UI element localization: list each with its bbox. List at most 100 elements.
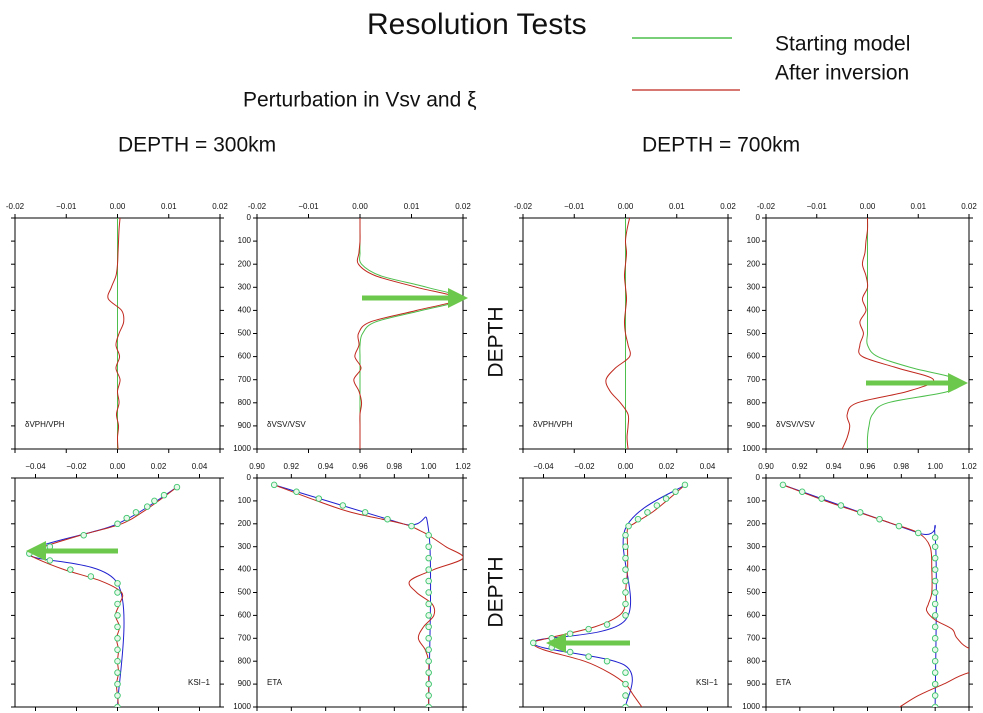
node-marker bbox=[895, 522, 903, 530]
node-marker bbox=[931, 566, 939, 573]
panel: −0.04 −0.02 0.00 0.02 0.04 KSI−1 bbox=[519, 462, 732, 711]
x-tick-label: −0.01 bbox=[807, 202, 828, 211]
node-marker bbox=[114, 657, 121, 665]
panel: 0.90 0.92 0.94 0.96 0.98 1.00 1.02 0 100 200 300 40… bbox=[742, 462, 977, 711]
node-marker bbox=[625, 522, 632, 530]
y-tick-label: 600 bbox=[238, 611, 252, 620]
x-tick-label: 0.01 bbox=[669, 202, 685, 211]
plot-area bbox=[353, 218, 463, 449]
node-marker bbox=[548, 635, 555, 642]
node-marker bbox=[425, 532, 432, 539]
node-marker bbox=[931, 577, 939, 585]
node-marker bbox=[67, 566, 74, 573]
y-tick-label: 400 bbox=[238, 306, 252, 315]
node-marker bbox=[931, 657, 939, 665]
x-tick-label: 0.00 bbox=[110, 202, 126, 211]
y-tick-label: 100 bbox=[747, 496, 761, 505]
x-tick-label: 0.01 bbox=[404, 202, 420, 211]
node-marker bbox=[114, 680, 121, 688]
node-marker bbox=[425, 657, 432, 665]
x-tick-label: -0.02 bbox=[514, 202, 533, 211]
profile-line bbox=[841, 218, 934, 449]
node-marker bbox=[425, 543, 432, 550]
y-tick-label: 1000 bbox=[742, 444, 760, 453]
node-marker bbox=[114, 635, 121, 642]
y-tick-label: 900 bbox=[238, 421, 252, 430]
node-marker bbox=[46, 557, 54, 564]
profile-line bbox=[273, 484, 463, 707]
node-marker bbox=[634, 515, 642, 523]
x-tick-label: 0.98 bbox=[894, 462, 910, 471]
x-tick-label: 0.02 bbox=[212, 202, 228, 211]
y-tick-label: 300 bbox=[238, 282, 252, 291]
panel-label: ETA bbox=[776, 678, 792, 687]
y-tick-label: 1000 bbox=[233, 702, 251, 711]
node-marker bbox=[681, 481, 689, 489]
x-tick-label: 0.04 bbox=[192, 462, 208, 471]
node-marker bbox=[622, 577, 629, 585]
panel-label: δVPH/VPH bbox=[25, 420, 65, 429]
x-tick-label: 0.90 bbox=[249, 462, 265, 471]
y-tick-label: 500 bbox=[238, 588, 252, 597]
node-marker bbox=[931, 623, 939, 631]
y-tick-label: 200 bbox=[238, 259, 252, 268]
profile-line bbox=[28, 486, 178, 707]
y-tick-label: 700 bbox=[747, 375, 761, 384]
node-marker bbox=[114, 669, 121, 676]
node-marker bbox=[603, 657, 611, 665]
x-tick-label: -0.02 bbox=[757, 202, 776, 211]
y-tick-label: 100 bbox=[747, 236, 761, 245]
x-tick-label: 0.02 bbox=[720, 202, 736, 211]
x-tick-label: −0.01 bbox=[56, 202, 77, 211]
profile-line bbox=[353, 218, 459, 449]
x-tick-label: 0.92 bbox=[792, 462, 808, 471]
node-marker bbox=[931, 680, 939, 688]
node-marker bbox=[622, 532, 629, 539]
node-marker bbox=[603, 621, 611, 628]
y-tick-label: 400 bbox=[238, 565, 252, 574]
axis-label: DEPTH bbox=[485, 556, 508, 627]
node-marker bbox=[644, 509, 651, 516]
panel-label: KSI−1 bbox=[188, 678, 211, 687]
x-tick-label: 1.00 bbox=[927, 462, 943, 471]
panel-label: ETA bbox=[267, 678, 283, 687]
y-tick-label: 900 bbox=[747, 679, 761, 688]
y-tick-label: 800 bbox=[238, 398, 252, 407]
x-tick-label: 0.94 bbox=[826, 462, 842, 471]
profile-line bbox=[532, 484, 686, 707]
frame bbox=[256, 477, 464, 708]
y-tick-label: 100 bbox=[238, 496, 252, 505]
node-marker bbox=[931, 669, 939, 676]
x-tick-label: 0.04 bbox=[700, 462, 716, 471]
node-marker bbox=[315, 495, 323, 502]
node-marker bbox=[653, 502, 661, 509]
node-marker bbox=[931, 612, 939, 619]
node-marker bbox=[114, 612, 121, 619]
plot-area bbox=[107, 218, 125, 449]
node-marker bbox=[293, 488, 300, 495]
y-tick-label: 600 bbox=[238, 352, 252, 361]
node-marker bbox=[114, 646, 121, 654]
x-tick-label: −0.02 bbox=[574, 462, 595, 471]
plot-area bbox=[530, 481, 689, 707]
node-marker bbox=[339, 502, 347, 509]
x-tick-label: 1.00 bbox=[421, 462, 437, 471]
node-marker bbox=[87, 573, 95, 580]
x-tick-label: 0.92 bbox=[284, 462, 300, 471]
node-marker bbox=[361, 509, 369, 516]
panel-label: KSI−1 bbox=[696, 678, 719, 687]
title: Resolution Tests bbox=[367, 8, 587, 41]
node-marker bbox=[26, 550, 33, 557]
y-tick-label: 800 bbox=[238, 656, 252, 665]
node-marker bbox=[132, 509, 140, 516]
profile-line bbox=[107, 218, 125, 449]
x-tick-label: -0.02 bbox=[248, 202, 267, 211]
node-marker bbox=[173, 483, 181, 491]
panel: 0.90 0.92 0.94 0.96 0.98 1.00 1.02 0 100 200 300 40… bbox=[233, 462, 471, 711]
legend-label: After inversion bbox=[775, 62, 909, 85]
y-tick-label: 300 bbox=[747, 542, 761, 551]
node-marker bbox=[931, 646, 939, 654]
y-tick-label: 1000 bbox=[233, 444, 251, 453]
